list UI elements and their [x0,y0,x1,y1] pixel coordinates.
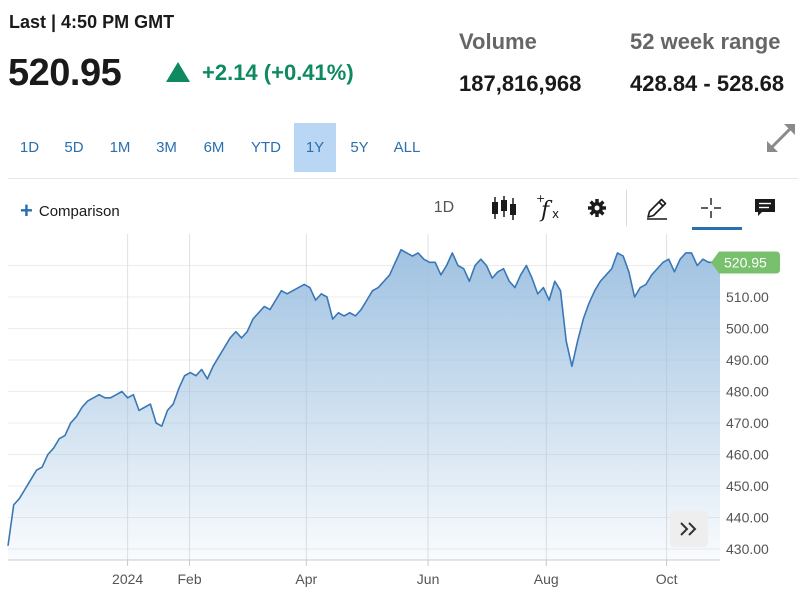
price-change: +2.14 (+0.41%) [202,60,354,85]
comment-icon[interactable] [751,190,779,226]
interval-selector[interactable]: 1D [433,199,455,216]
x-tick-label: Apr [295,571,317,587]
series-line [7,248,721,546]
tab-1m[interactable]: 1M [109,139,131,156]
tab-1d[interactable]: 1D [19,139,40,156]
svg-text:x: x [552,207,559,221]
tab-5d[interactable]: 5D [64,139,84,156]
toolbar-divider [8,178,798,179]
y-tick-label: 480.00 [726,383,769,399]
last-trade-time: Last | 4:50 PM GMT [9,12,175,32]
toolbar-separator [626,190,627,226]
x-tick-label: Feb [177,571,201,587]
x-tick-label: Oct [656,571,678,587]
tab-6m[interactable]: 6M [203,139,225,156]
tab-ytd[interactable]: YTD [251,139,281,156]
pencil-icon[interactable] [643,190,671,226]
y-tick-label: 440.00 [726,509,769,525]
y-tick-label: 500.00 [726,320,769,336]
tab-1y[interactable]: 1Y [294,123,336,172]
series-area-fill [8,249,720,560]
y-tick-label: 470.00 [726,415,769,431]
y-tick-label: 490.00 [726,352,769,368]
comparison-label: Comparison [38,202,120,220]
tab-3m[interactable]: 3M [156,139,177,156]
up-arrow-icon [166,62,190,82]
function-icon[interactable]: + f x [534,190,564,226]
crosshair-icon[interactable] [698,190,724,226]
y-tick-label: 510.00 [726,289,769,305]
week-range-value: 428.84 - 528.68 [630,71,785,96]
volume-value: 187,816,968 [459,71,582,96]
week-range-label: 52 week range [630,29,781,54]
double-chevron-right-icon [680,522,697,536]
svg-text:f: f [539,198,553,223]
x-tick-label: Jun [417,571,440,587]
price-chart[interactable]: 430.00 440.00 450.00 460.00 470.00 480.00 490.… [0,234,798,589]
x-tick-label: 2024 [112,571,143,587]
crosshair-active-indicator [692,227,742,230]
x-tick-label: Aug [534,571,559,587]
last-price: 520.95 [8,52,122,94]
last-price-tag [711,251,780,274]
expand-icon[interactable] [764,121,798,155]
y-tick-label: 430.00 [726,541,769,557]
y-tick-label: 460.00 [726,446,769,462]
candlestick-icon[interactable] [488,190,520,226]
svg-text:+: + [536,193,545,205]
range-tabs: 1D 5D 1M 3M 6M YTD 1Y 5Y ALL [8,123,431,172]
volume-label: Volume [459,29,537,54]
plus-icon: + [20,198,33,223]
comparison-button[interactable]: + Comparison [20,198,120,223]
y-tick-label: 450.00 [726,478,769,494]
tab-all[interactable]: ALL [393,139,421,156]
tab-5y[interactable]: 5Y [350,139,369,156]
last-price-tag-label: 520.95 [724,255,767,271]
gear-icon[interactable] [584,190,610,226]
scroll-forward-button[interactable] [670,511,708,547]
